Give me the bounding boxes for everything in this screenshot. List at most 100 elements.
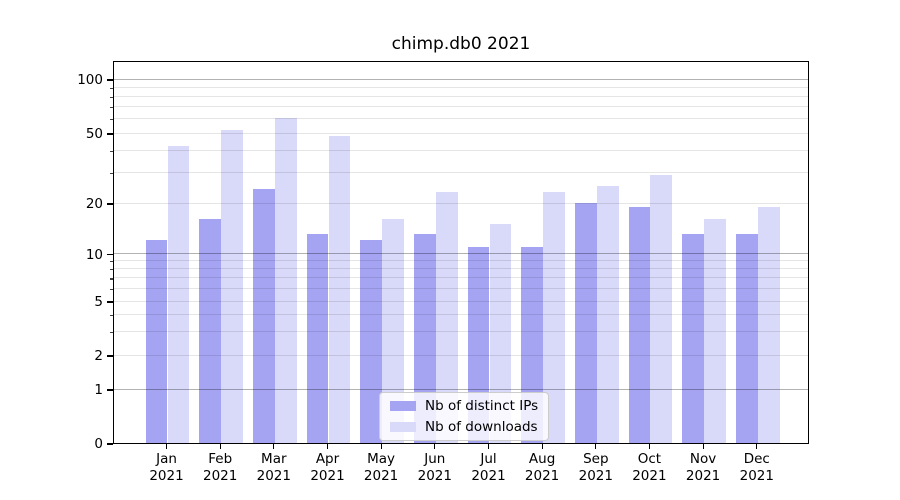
y-minor-tick <box>109 331 113 333</box>
x-tick <box>648 444 650 449</box>
chart-title: chimp.db0 2021 <box>391 34 531 54</box>
x-tick-label: Oct 2021 <box>632 451 667 484</box>
x-tick-label: Nov 2021 <box>685 451 721 484</box>
gridline-minor <box>114 118 808 120</box>
gridline-minor <box>114 330 808 332</box>
bar-downloads <box>382 219 404 443</box>
gridline-minor <box>114 300 808 302</box>
x-tick-label: Jul 2021 <box>471 451 506 484</box>
gridline-minor <box>114 171 808 173</box>
gridline-minor <box>114 313 808 315</box>
y-tick-label: 0 <box>94 436 103 452</box>
x-tick <box>273 444 275 449</box>
bar-distinct-ips <box>682 234 705 443</box>
y-tick-label: 50 <box>85 126 103 142</box>
gridline-minor <box>114 288 808 289</box>
bar-downloads <box>650 174 673 443</box>
bar-distinct-ips <box>736 234 758 443</box>
x-tick-label: Jan 2021 <box>149 451 184 484</box>
x-tick <box>219 444 221 449</box>
legend-entry-downloads: Nb of downloads <box>390 420 538 434</box>
y-tick <box>107 253 113 256</box>
y-minor-tick <box>109 107 113 109</box>
gridline-minor <box>114 86 808 88</box>
legend-entry-distinct-ips: Nb of distinct IPs <box>390 399 538 413</box>
gridline-minor <box>114 149 808 151</box>
bar-distinct-ips <box>253 189 275 443</box>
bar-downloads <box>757 206 780 443</box>
y-minor-tick <box>109 278 113 280</box>
x-tick <box>434 444 436 449</box>
x-tick <box>595 444 597 449</box>
legend-label-downloads: Nb of downloads <box>425 419 538 435</box>
y-tick-label: 20 <box>85 196 103 212</box>
y-tick-label: 10 <box>85 246 103 263</box>
gridline-major <box>114 78 808 80</box>
x-tick-label: Dec 2021 <box>739 451 774 484</box>
bar-distinct-ips <box>628 206 651 443</box>
y-tick-label: 2 <box>94 348 103 364</box>
x-tick-label: Mar 2021 <box>256 451 291 484</box>
y-minor-tick <box>109 172 113 174</box>
bar-distinct-ips <box>414 234 436 443</box>
gridline-major <box>114 253 808 254</box>
bar-downloads <box>435 192 458 443</box>
legend-swatch-distinct-ips-icon <box>390 401 416 411</box>
x-tick <box>165 444 168 449</box>
bar-distinct-ips <box>199 219 222 443</box>
y-tick <box>107 355 113 357</box>
x-tick <box>487 444 490 449</box>
x-tick <box>756 444 758 449</box>
y-tick-label: 1 <box>94 382 103 398</box>
legend-swatch-downloads-icon <box>390 422 416 432</box>
x-tick-label: Feb 2021 <box>203 451 238 484</box>
x-tick-label: Jun 2021 <box>417 451 452 484</box>
y-minor-tick <box>109 261 113 263</box>
gridline-minor <box>114 354 808 356</box>
x-tick <box>702 444 704 449</box>
gridline-minor <box>114 268 808 270</box>
y-tick-label: 5 <box>94 294 103 310</box>
gridline-major <box>114 388 808 390</box>
bar-downloads <box>328 136 351 443</box>
y-minor-tick <box>109 269 113 271</box>
y-tick <box>107 443 113 445</box>
bar-distinct-ips <box>360 240 383 443</box>
x-tick <box>541 444 543 449</box>
x-tick-label: Apr 2021 <box>310 451 345 484</box>
bar-downloads <box>596 186 619 443</box>
gridline-minor <box>114 132 808 134</box>
bar-distinct-ips <box>306 234 329 443</box>
y-tick <box>107 133 113 135</box>
y-minor-tick <box>109 87 113 89</box>
x-tick <box>380 444 382 449</box>
gridline-minor <box>114 106 808 108</box>
y-minor-tick <box>109 96 113 99</box>
bar-downloads <box>274 117 297 443</box>
bar-downloads <box>543 192 565 443</box>
bar-downloads <box>704 219 726 443</box>
legend: Nb of distinct IPs Nb of downloads <box>379 392 550 441</box>
y-minor-tick <box>109 150 113 152</box>
bar-downloads <box>221 129 243 443</box>
gridline-minor <box>114 277 808 279</box>
legend-label-distinct-ips: Nb of distinct IPs <box>425 398 539 414</box>
bar-downloads <box>489 224 512 443</box>
x-tick-label: Aug 2021 <box>524 451 560 484</box>
plot-area <box>113 61 809 444</box>
bar-downloads <box>167 146 190 443</box>
x-tick-label: Sep 2021 <box>578 451 613 484</box>
bar-distinct-ips <box>575 203 597 443</box>
x-tick <box>326 444 329 449</box>
y-tick <box>107 389 113 391</box>
gridline-minor <box>114 260 808 262</box>
y-minor-tick <box>109 289 113 291</box>
x-tick-label: May 2021 <box>363 451 399 484</box>
y-tick <box>107 301 113 303</box>
y-tick-label: 100 <box>77 72 103 88</box>
y-minor-tick <box>109 119 113 121</box>
y-minor-tick <box>109 314 113 316</box>
bar-distinct-ips <box>145 240 168 443</box>
y-tick <box>107 203 113 205</box>
